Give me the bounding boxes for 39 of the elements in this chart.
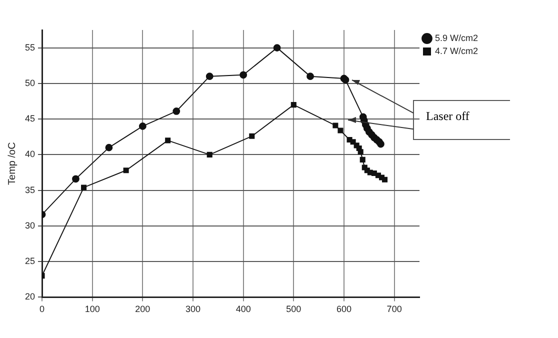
legend-label: 4.7 W/cm2 bbox=[434, 46, 478, 56]
x-tick-label: 100 bbox=[84, 304, 100, 314]
x-tick-label: 300 bbox=[185, 304, 201, 314]
y-axis-title: Temp /oC bbox=[6, 142, 18, 185]
point bbox=[206, 72, 214, 80]
point bbox=[138, 122, 146, 130]
y-tick-label: 20 bbox=[24, 292, 36, 302]
y-tick-label: 30 bbox=[24, 220, 36, 230]
point bbox=[81, 184, 87, 190]
point bbox=[72, 175, 80, 183]
point bbox=[172, 108, 180, 115]
point bbox=[360, 156, 366, 162]
x-tick-label: 700 bbox=[386, 304, 402, 314]
y-tick-label: 40 bbox=[24, 149, 36, 160]
point bbox=[306, 72, 314, 80]
point bbox=[240, 71, 248, 79]
point bbox=[332, 122, 338, 128]
y-tick-label: 55 bbox=[24, 42, 36, 52]
x-tick-label: 600 bbox=[336, 304, 352, 314]
point bbox=[105, 144, 113, 152]
y-tick-label: 35 bbox=[24, 184, 36, 195]
point bbox=[273, 44, 281, 52]
point bbox=[358, 149, 364, 155]
y-tick-label: 25 bbox=[24, 256, 36, 266]
point bbox=[382, 176, 388, 182]
x-tick-label: 200 bbox=[135, 304, 150, 314]
x-tick-label: 400 bbox=[236, 304, 251, 314]
point bbox=[165, 138, 171, 144]
y-tick-label: 45 bbox=[24, 114, 36, 124]
legend-label: 5.9 W/cm2 bbox=[434, 32, 478, 43]
x-tick-label: 500 bbox=[286, 304, 302, 314]
y-tick-label: 50 bbox=[24, 78, 36, 88]
point bbox=[338, 128, 344, 134]
x-tick-label: 0 bbox=[40, 304, 45, 314]
point bbox=[249, 133, 255, 139]
callout-box: Laser off bbox=[413, 100, 510, 140]
point bbox=[206, 152, 212, 158]
point bbox=[290, 102, 296, 108]
point bbox=[123, 168, 129, 174]
